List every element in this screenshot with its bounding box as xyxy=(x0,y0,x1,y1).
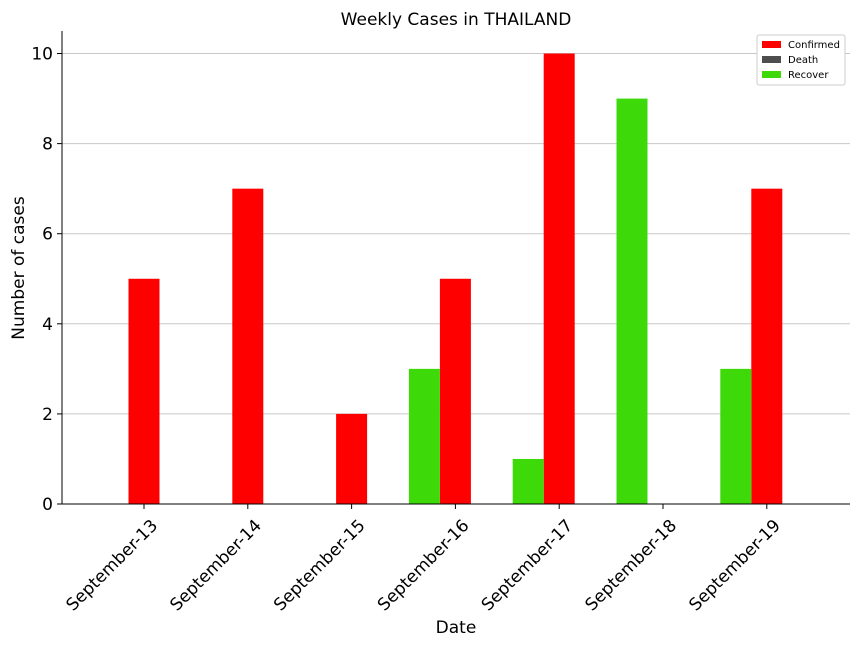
bar-recover-september-16 xyxy=(408,368,440,504)
axes xyxy=(61,31,850,505)
x-ticks: September-13 September-14 September-15 Sept… xyxy=(63,504,785,615)
y-ticks: 0 2 4 6 8 10 xyxy=(31,45,62,515)
x-tick-label: September-19 xyxy=(685,516,784,615)
y-tick-label: 2 xyxy=(42,405,53,425)
y-tick-label: 8 xyxy=(42,135,53,155)
bar-confirmed-september-13 xyxy=(128,278,160,504)
gridlines xyxy=(62,53,850,415)
y-tick-label: 4 xyxy=(42,315,53,335)
bar-recover-september-19 xyxy=(720,368,752,504)
y-tick-label: 6 xyxy=(42,225,53,245)
bar-confirmed-september-17 xyxy=(543,53,575,505)
x-tick-label: September-13 xyxy=(63,516,162,615)
x-tick-label: September-17 xyxy=(478,516,577,615)
bar-recover-september-17 xyxy=(512,458,544,504)
legend-swatch-recover xyxy=(762,71,781,78)
x-tick-label: September-16 xyxy=(374,516,473,615)
legend-label-death: Death xyxy=(788,55,818,66)
bar-recover-september-18 xyxy=(616,98,648,505)
bars xyxy=(128,53,783,505)
legend-label-recover: Recover xyxy=(788,70,829,81)
legend-label-confirmed: Confirmed xyxy=(788,40,840,51)
x-tick-label: September-14 xyxy=(166,516,265,615)
y-axis-label: Number of cases xyxy=(9,196,29,340)
legend: Confirmed Death Recover xyxy=(756,34,846,86)
x-tick-label: September-15 xyxy=(270,516,369,615)
legend-swatch-confirmed xyxy=(762,41,781,48)
bar-confirmed-september-14 xyxy=(232,188,264,504)
y-tick-label: 10 xyxy=(31,45,53,65)
bar-confirmed-september-16 xyxy=(439,278,471,504)
bar-confirmed-september-19 xyxy=(751,188,783,504)
chart-title: Weekly Cases in THAILAND xyxy=(341,10,572,30)
x-tick-label: September-18 xyxy=(582,516,681,615)
legend-swatch-death xyxy=(762,56,781,63)
x-axis-label: Date xyxy=(436,618,477,638)
y-tick-label: 0 xyxy=(42,495,53,515)
bar-confirmed-september-15 xyxy=(336,413,368,504)
